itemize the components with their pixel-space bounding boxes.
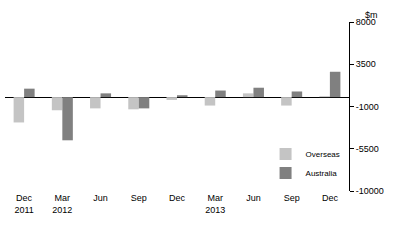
svg-text:Overseas: Overseas (306, 150, 340, 159)
svg-text:Sep: Sep (284, 193, 300, 203)
svg-text:Mar2013: Mar2013 (205, 193, 225, 215)
svg-text:8000: 8000 (356, 17, 376, 27)
svg-text:Jun: Jun (246, 193, 261, 203)
svg-text:-1000: -1000 (356, 102, 379, 112)
svg-text:Dec2011: Dec2011 (14, 193, 33, 215)
svg-text:Dec: Dec (322, 193, 339, 203)
svg-text:Jun: Jun (93, 193, 108, 203)
svg-text:Dec: Dec (169, 193, 186, 203)
svg-text:Australia: Australia (306, 169, 338, 178)
svg-text:-10000: -10000 (356, 186, 384, 196)
svg-text:-5500: -5500 (356, 144, 379, 154)
svg-text:Mar2012: Mar2012 (52, 193, 72, 215)
svg-text:Sep: Sep (131, 193, 147, 203)
svg-text:$m: $m (365, 10, 378, 20)
svg-text:3500: 3500 (356, 59, 376, 69)
